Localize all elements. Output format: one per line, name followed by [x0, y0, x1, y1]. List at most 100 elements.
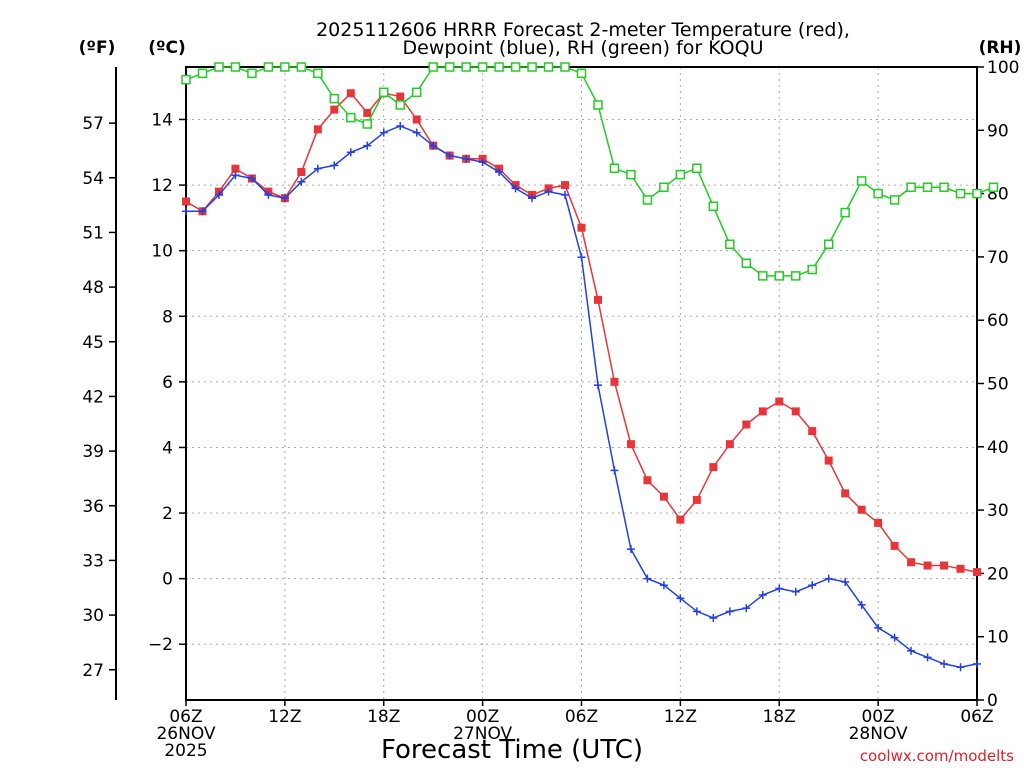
rh-tick-label: 60 [987, 311, 1009, 331]
rh-marker [329, 93, 340, 104]
dewpoint-marker [742, 604, 751, 613]
celsius-tick-label: 2 [162, 504, 173, 524]
rh-marker [873, 188, 883, 199]
rh-marker [263, 62, 274, 72]
dewpoint-marker [874, 623, 883, 632]
temperature-marker [313, 125, 322, 134]
rh-line [185, 66, 994, 277]
series-dewpoint [182, 122, 981, 672]
rh-marker [955, 188, 966, 199]
temperature-marker [593, 295, 602, 304]
celsius-tick-label: 8 [162, 307, 173, 327]
dewpoint-marker [808, 581, 817, 590]
rh-marker [741, 258, 752, 268]
celsius-tick-label: 12 [151, 176, 173, 196]
rh-marker [972, 188, 982, 199]
x-tick-label: 28NOV [849, 724, 908, 744]
rh-marker [214, 62, 224, 72]
temperature-marker [841, 489, 850, 498]
rh-tick-label: 0 [987, 691, 998, 711]
dewpoint-marker [280, 194, 289, 203]
x-tick-label: 06Z [960, 707, 993, 727]
celsius-unit-label: (ºC) [148, 38, 186, 58]
temperature-marker [412, 115, 421, 124]
rh-marker [708, 201, 719, 212]
dewpoint-marker [363, 141, 372, 150]
rh-tick-label: 100 [987, 58, 1019, 78]
rh-marker [527, 62, 537, 72]
temperature-marker [692, 495, 701, 504]
rh-marker [790, 271, 801, 281]
axes [115, 66, 978, 701]
temperature-marker [610, 377, 619, 386]
rh-tick-label: 50 [987, 375, 1009, 395]
rh-tick-label: 20 [987, 564, 1009, 584]
rh-marker [560, 62, 570, 72]
dewpoint-marker [495, 167, 504, 176]
dewpoint-marker [429, 141, 438, 150]
temperature-marker [758, 407, 767, 416]
dewpoint-marker [198, 207, 207, 216]
rh-marker [922, 182, 933, 193]
rh-marker [642, 195, 653, 205]
rh-marker [477, 62, 488, 72]
dewpoint-marker [940, 659, 949, 668]
fahrenheit-tick-label: 36 [82, 497, 104, 517]
celsius-tick-label: 6 [162, 373, 173, 393]
dewpoint-marker [231, 171, 240, 180]
chart-title-line-1: 2025112606 HRRR Forecast 2-meter Tempera… [316, 19, 850, 41]
celsius-tick-label: 0 [162, 570, 173, 590]
fahrenheit-unit-label: (ºF) [79, 38, 116, 58]
rh-marker [725, 239, 735, 249]
temperature-marker [907, 558, 916, 567]
data-series [181, 62, 999, 672]
temperature-marker [890, 541, 899, 550]
dewpoint-marker [923, 653, 932, 662]
temperature-marker [923, 561, 932, 570]
rh-marker [461, 62, 471, 72]
dewpoint-marker [973, 659, 981, 668]
rh-marker [395, 100, 405, 110]
dewpoint-marker [758, 591, 767, 600]
rh-marker [362, 119, 373, 129]
rh-tick-label: 70 [987, 248, 1009, 268]
dewpoint-marker [577, 253, 586, 262]
rh-marker [494, 62, 504, 72]
x-tick-label: 12Z [664, 707, 697, 727]
rh-marker [856, 176, 867, 186]
dewpoint-marker [297, 177, 306, 186]
x-tick-label: 26NOV [156, 724, 215, 744]
x-tick-label: 00Z [466, 707, 499, 727]
temperature-marker [676, 515, 685, 524]
dewpoint-marker [478, 158, 487, 167]
celsius-tick-label: −2 [148, 635, 173, 655]
fahrenheit-tick-label: 30 [82, 606, 104, 626]
rh-marker [840, 207, 850, 218]
rh-marker [988, 182, 999, 193]
dewpoint-marker [791, 587, 800, 596]
rh-marker [576, 68, 587, 79]
dewpoint-marker [593, 381, 602, 390]
rh-tick-label: 90 [987, 121, 1009, 141]
rh-tick-label: 10 [987, 628, 1009, 648]
rh-marker [906, 182, 916, 193]
fahrenheit-tick-label: 33 [82, 551, 104, 571]
dewpoint-marker [626, 545, 635, 554]
temperature-marker [940, 561, 949, 570]
dewpoint-marker [890, 633, 899, 642]
x-tick-label: 27NOV [453, 724, 512, 744]
fahrenheit-tick-label: 45 [82, 333, 104, 353]
rh-marker [626, 169, 636, 180]
dewpoint-marker [956, 663, 965, 672]
temperature-marker [709, 463, 718, 472]
rh-marker [444, 62, 455, 72]
rh-tick-label: 40 [987, 438, 1009, 458]
dewpoint-marker [725, 607, 734, 616]
chart-title-line-2: Dewpoint (blue), RH (green) for KOQU [403, 37, 764, 59]
temperature-marker [808, 427, 817, 436]
rh-marker [758, 271, 768, 281]
fahrenheit-tick-label: 42 [82, 387, 104, 407]
rh-marker [379, 87, 389, 98]
dewpoint-marker [379, 128, 388, 137]
temperature-marker [973, 568, 981, 577]
